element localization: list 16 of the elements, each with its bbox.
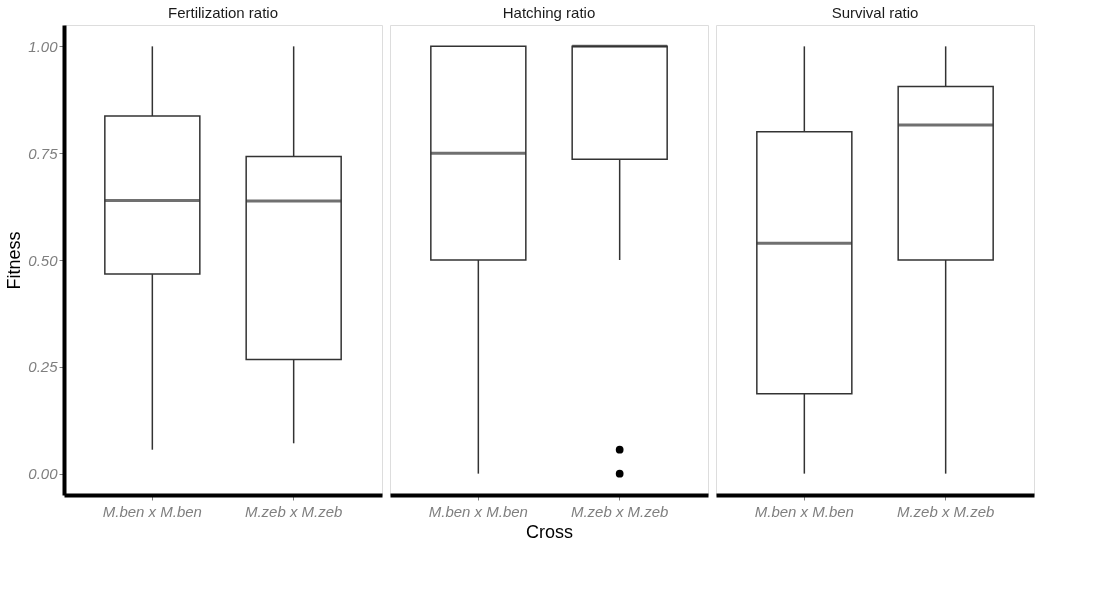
y-axis-title: Fitness <box>4 231 25 290</box>
x-tick-label: M.ben x M.ben <box>754 502 854 520</box>
y-tick-label: 0.75 <box>28 144 59 162</box>
x-tick-label: M.zeb x M.zeb <box>244 502 343 520</box>
x-tick-label: M.ben x M.ben <box>428 502 528 520</box>
y-tick-label: 0.25 <box>28 358 59 376</box>
y-tick-label: 0.00 <box>28 465 59 483</box>
chart-title: Survival ratio <box>831 4 919 21</box>
y-tick-label: 1.00 <box>28 37 59 55</box>
chart-title: Fertilization ratio <box>167 4 279 21</box>
y-tick-label: 0.50 <box>28 251 59 269</box>
x-tick-label: M.zeb x M.zeb <box>570 502 669 520</box>
x-tick-label: M.ben x M.ben <box>102 502 202 520</box>
x-tick-label: M.zeb x M.zeb <box>896 502 995 520</box>
x-axis-title: Cross <box>525 521 574 542</box>
chart-title: Hatching ratio <box>502 4 596 21</box>
